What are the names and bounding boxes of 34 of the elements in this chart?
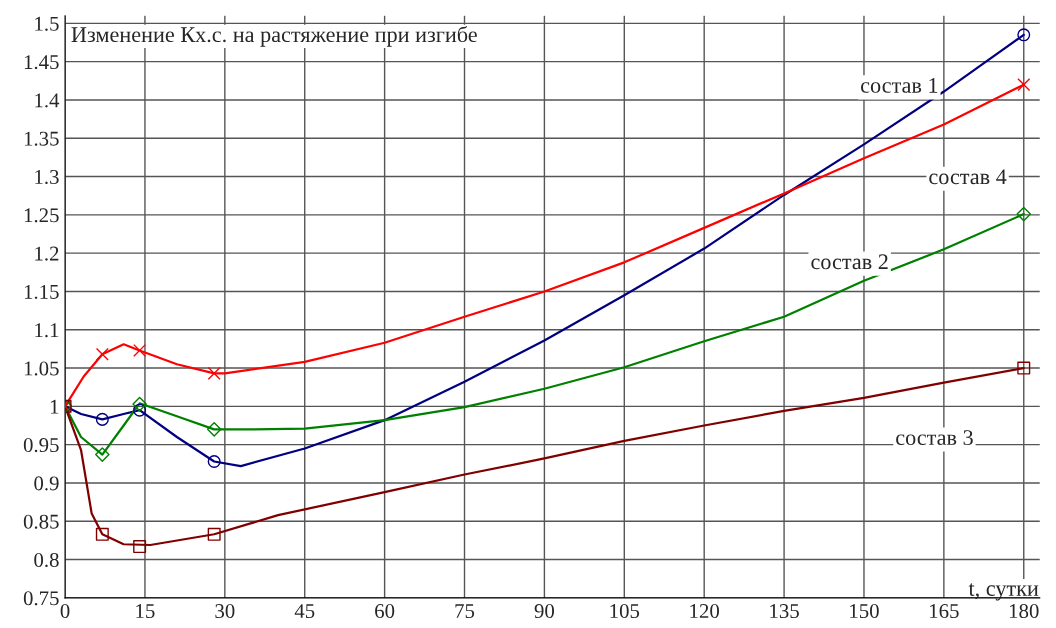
chart-title: Изменение Кх.с. на растяжение при изгибе	[71, 25, 477, 47]
x-tick-label: 45	[294, 604, 315, 619]
y-tick-label: 1.15	[24, 284, 59, 299]
y-tick-label: 1.45	[24, 55, 59, 70]
y-tick-label: 1.25	[24, 208, 59, 223]
x-tick-label: 15	[136, 604, 155, 619]
y-tick-label: 1.35	[24, 131, 59, 146]
x-tick-label: 60	[375, 604, 395, 619]
y-tick-label: 0.9	[34, 476, 59, 491]
x-tick-label: 120	[690, 604, 720, 619]
y-tick-label: 1.5	[35, 16, 59, 31]
y-tick-label: 1.1	[35, 323, 59, 338]
y-tick-label: 1.05	[24, 361, 59, 376]
x-tick-label: 75	[455, 604, 475, 619]
y-tick-label: 0.85	[23, 514, 59, 529]
y-tick-label: 1.3	[35, 169, 59, 185]
y-tick-label: 1.2	[35, 246, 59, 261]
x-tick-label: 90	[534, 604, 555, 619]
y-tick-label: 0.8	[34, 552, 59, 568]
y-tick-label: 0.75	[23, 591, 59, 606]
x-tick-label: 180	[1009, 604, 1039, 619]
x-tick-label: 0	[60, 604, 70, 619]
x-tick-label: 30	[215, 604, 235, 619]
y-tick-label: 1.4	[35, 93, 60, 108]
x-tick-label: 105	[610, 604, 640, 619]
x-tick-label: 150	[850, 604, 879, 619]
x-tick-label: 165	[930, 604, 959, 619]
series-label: состав 3	[896, 430, 973, 446]
y-tick-label: 0.95	[23, 438, 59, 453]
series-label: состав 2	[811, 254, 888, 270]
series-label: состав 1	[861, 77, 938, 93]
x-tick-label: 135	[770, 604, 799, 619]
y-tick-label: 1	[50, 399, 59, 414]
series-label: состав 4	[929, 169, 1007, 185]
